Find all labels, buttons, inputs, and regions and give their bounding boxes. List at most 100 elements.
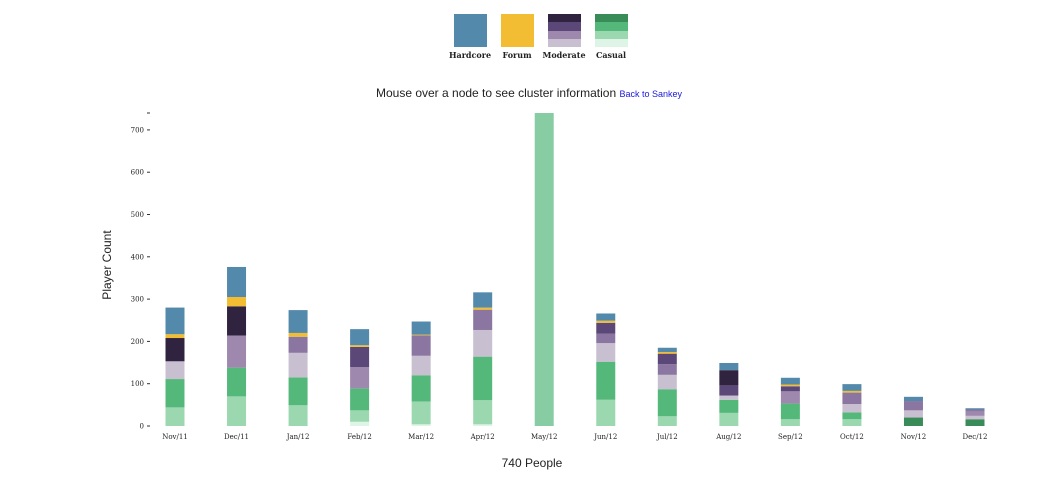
y-tick-label: 500 — [131, 211, 144, 219]
bar-segment — [842, 390, 862, 393]
bar-segment — [350, 388, 370, 411]
back-to-sankey-link[interactable]: Back to Sankey — [619, 89, 683, 99]
bar-segment — [657, 389, 677, 417]
legend-item-hardcore[interactable]: Hardcore — [440, 14, 500, 60]
bar-segment — [965, 409, 985, 412]
bar-segment — [965, 408, 985, 410]
bar-segment — [227, 367, 247, 397]
x-tick-label: Apr/12 — [470, 433, 495, 441]
legend-item-forum[interactable]: Forum — [487, 14, 547, 60]
bar-segment — [780, 384, 800, 387]
legend-swatch-moderate — [547, 14, 581, 47]
bar-segment — [903, 410, 923, 418]
bar-segment — [965, 415, 985, 420]
bar-segment — [165, 379, 185, 408]
bar-segment — [227, 296, 247, 307]
x-tick-label: Oct/12 — [840, 433, 864, 441]
bar-segment — [165, 334, 185, 339]
bar-segment — [842, 392, 862, 405]
legend-swatch-band — [547, 38, 581, 47]
legend-item-moderate[interactable]: Moderate — [534, 14, 594, 60]
bar-segment — [903, 396, 923, 402]
legend-swatch-band — [594, 30, 628, 39]
y-axis-title: Player Count — [100, 230, 114, 300]
bar-segment — [596, 333, 616, 344]
bars — [165, 113, 985, 426]
bar-segment — [288, 310, 308, 333]
bar-segment — [411, 401, 431, 425]
bar-segment — [288, 336, 308, 353]
x-tick-label: Feb/12 — [347, 433, 371, 441]
x-tick-label: Nov/11 — [162, 433, 188, 441]
bar-segment — [965, 419, 985, 426]
x-tick-label: Nov/12 — [901, 433, 927, 441]
bar-segment — [719, 362, 739, 371]
bar-segment — [350, 346, 370, 368]
legend-swatch-band — [594, 22, 628, 31]
bar-segment — [473, 400, 493, 425]
bar-segment — [657, 416, 677, 426]
bar-segment — [719, 385, 739, 396]
bar-segment — [657, 347, 677, 352]
bar-segment — [903, 417, 923, 426]
bar-segment — [596, 361, 616, 400]
bar-segment — [596, 343, 616, 362]
bar-segment — [842, 404, 862, 413]
x-axis-title: 740 People — [502, 456, 563, 470]
bar-segment — [350, 345, 370, 347]
bar-segment — [473, 307, 493, 310]
bar-segment — [657, 364, 677, 375]
y-tick-label: 700 — [131, 126, 144, 134]
legend-item-casual[interactable]: Casual — [581, 14, 641, 60]
bar-segment — [227, 306, 247, 336]
bar-segment — [227, 266, 247, 297]
legend-swatch-band — [500, 14, 534, 47]
bar-segment — [842, 412, 862, 420]
bar-segment — [350, 329, 370, 346]
bar-segment — [780, 391, 800, 404]
bar-segment — [411, 334, 431, 336]
bar-segment — [288, 405, 308, 426]
legend: Hardcore Forum Moderate Casual — [440, 14, 630, 64]
legend-swatch-band — [594, 14, 628, 23]
bar-segment — [411, 375, 431, 402]
x-tick-label: Jun/12 — [593, 433, 617, 441]
legend-swatch-band — [453, 14, 487, 47]
legend-swatch-band — [594, 38, 628, 47]
bar-segment — [411, 355, 431, 376]
bar-segment — [227, 396, 247, 426]
bar-segment — [965, 411, 985, 416]
bar-segment — [288, 352, 308, 378]
x-tick-label: Dec/12 — [963, 433, 988, 441]
bar-segment — [411, 335, 431, 356]
legend-swatch-forum — [500, 14, 534, 47]
bar-segment — [657, 374, 677, 390]
bar-segment — [534, 113, 554, 426]
bar-segment — [473, 329, 493, 357]
y-axis: 0 100 200 300 400 500 600 700 — [131, 112, 150, 431]
info-text: Mouse over a node to see cluster informa… — [375, 86, 617, 100]
legend-swatch-band — [547, 22, 581, 31]
y-tick-label: 200 — [131, 338, 144, 346]
y-tick-label: 100 — [131, 380, 144, 388]
legend-swatch-hardcore — [453, 14, 487, 47]
bar-segment — [288, 377, 308, 406]
bar-segment — [473, 292, 493, 308]
bar-segment — [719, 412, 739, 426]
bar-segment — [596, 313, 616, 321]
bar-segment — [473, 356, 493, 401]
bar-segment — [165, 407, 185, 426]
legend-label-moderate: Moderate — [542, 50, 586, 60]
bar-segment — [780, 386, 800, 392]
legend-swatch-band — [547, 30, 581, 39]
bar-segment — [350, 367, 370, 389]
bar-segment — [596, 399, 616, 426]
bar-segment — [473, 424, 493, 426]
bar-segment — [411, 424, 431, 426]
bar-segment — [350, 410, 370, 422]
bar-segment — [165, 338, 185, 362]
legend-label-forum: Forum — [502, 50, 532, 60]
bar-segment — [596, 322, 616, 334]
bar-segment — [657, 351, 677, 354]
bar-segment — [473, 309, 493, 330]
